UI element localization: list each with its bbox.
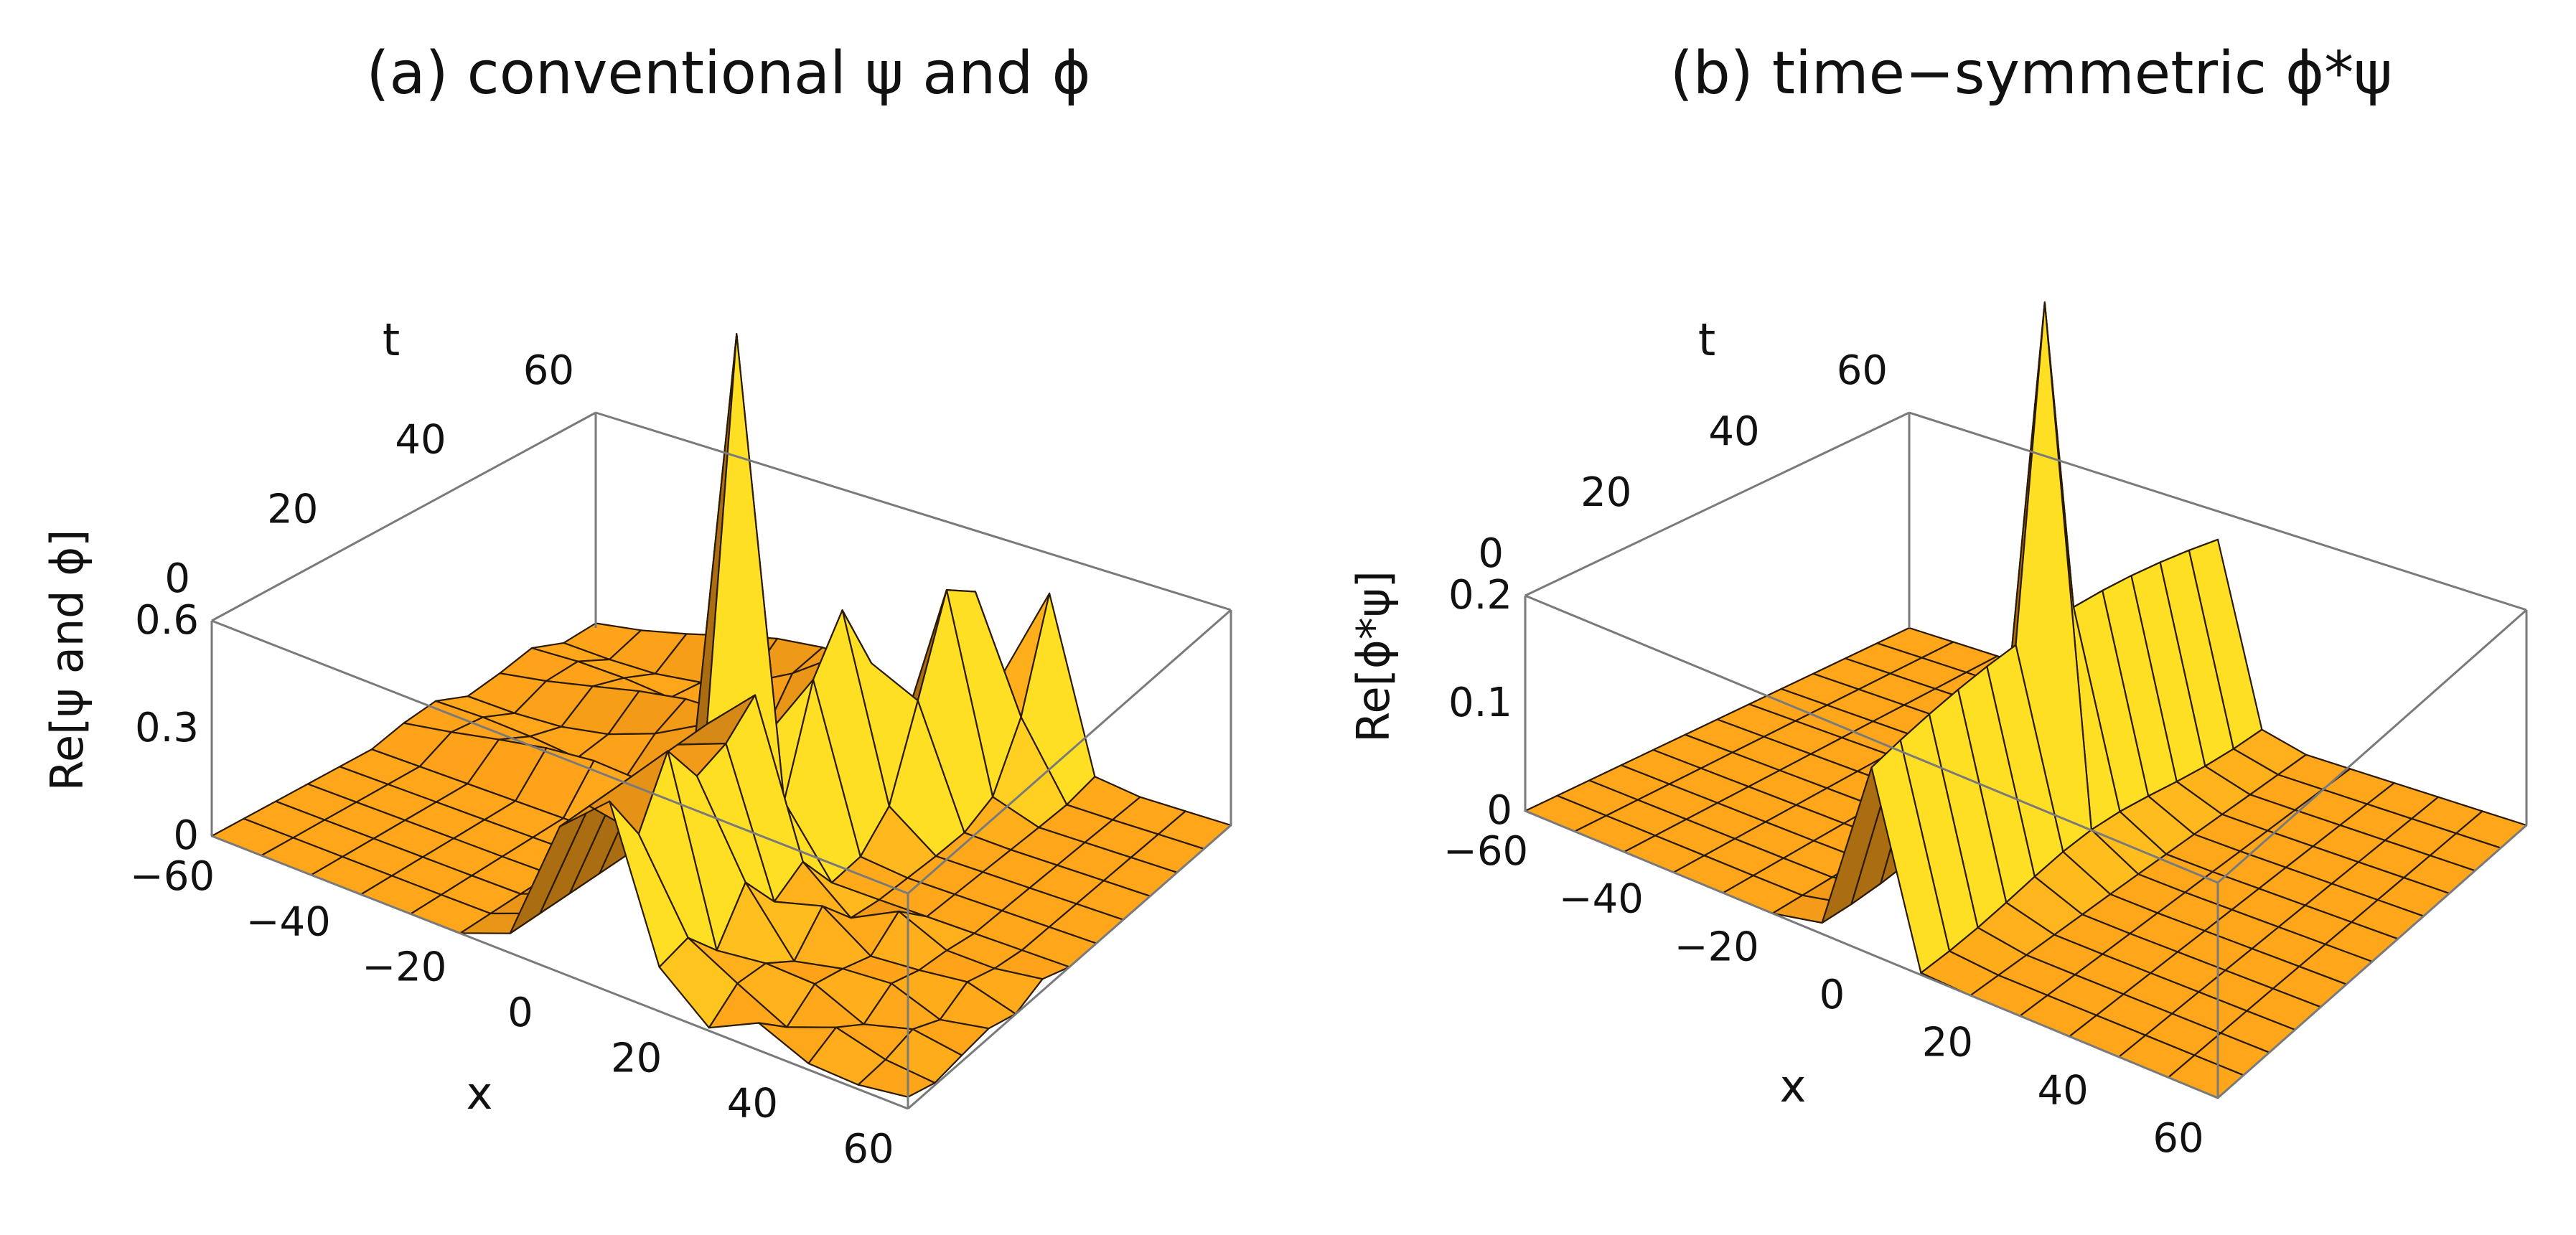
t-tick-label: 20	[267, 486, 318, 532]
x-tick-label: 0	[507, 990, 533, 1036]
box-edge	[907, 609, 1232, 895]
t-tick-label: 60	[523, 347, 574, 394]
box-edge	[1524, 594, 2219, 884]
box-edge	[211, 835, 909, 1110]
box-edge	[2217, 609, 2527, 884]
x-tick-label: 20	[1922, 1020, 1973, 1066]
x-tick-label: 40	[727, 1081, 778, 1127]
box-edge	[1524, 809, 2219, 1099]
panel-b-chart: (b) time−symmetric ϕ*ψ −60 −40 −20 0 20 40 60 0…	[1347, 39, 2528, 1162]
panel-b-x-axis-label: x	[1780, 1060, 1807, 1112]
panel-a-bounding-box	[210, 411, 1232, 1110]
t-tick-label: 0	[1478, 530, 1504, 577]
t-tick-label: 0	[164, 555, 190, 602]
panel-b-bounding-box	[1524, 411, 2528, 1099]
t-tick-label: 40	[1708, 408, 1759, 455]
x-tick-label: 0	[1819, 972, 1845, 1018]
panel-a-title: (a) conventional ψ and ϕ	[366, 39, 1090, 108]
t-tick-label: 60	[1837, 347, 1888, 394]
x-tick-label: −40	[246, 898, 331, 945]
x-tick-label: 20	[611, 1035, 662, 1081]
panel-b-surface	[1524, 301, 2528, 1099]
x-tick-label: 60	[2153, 1115, 2203, 1162]
panel-a-z-axis-label: Re[ψ and ϕ]	[41, 530, 93, 792]
panel-a-surface	[210, 333, 1232, 1098]
x-tick-label: −60	[130, 853, 215, 900]
panel-b-title: (b) time−symmetric ϕ*ψ	[1670, 39, 2393, 108]
z-tick-label: 0.2	[1448, 572, 1512, 619]
box-edge	[595, 411, 1232, 611]
z-tick-label: 0.6	[135, 597, 199, 644]
panel-a-chart: (a) conventional ψ and ϕ −60 −40 −20 0 20 40 6…	[41, 39, 1232, 1173]
x-tick-label: −20	[362, 944, 446, 991]
surface-patch	[857, 1058, 936, 1098]
t-tick-label: 20	[1580, 469, 1631, 516]
z-tick-label: 0.3	[135, 705, 199, 751]
t-tick-label: 40	[395, 417, 446, 464]
z-tick-label: 0	[1486, 787, 1512, 834]
panel-a-ticks: −60 −40 −20 0 20 40 60 0 20 40 60 0 0.3 0.6	[130, 347, 894, 1173]
panel-b-z-axis-label: Re[ϕ*ψ]	[1347, 570, 1400, 743]
x-tick-label: 40	[2038, 1067, 2089, 1114]
box-edge	[2217, 824, 2527, 1099]
box-edge	[211, 619, 909, 895]
x-tick-label: −40	[1559, 876, 1644, 923]
z-tick-label: 0.1	[1448, 680, 1512, 726]
box-edge	[1524, 411, 1910, 597]
box-edge	[211, 411, 596, 622]
x-tick-label: −20	[1675, 924, 1759, 970]
x-tick-label: −60	[1443, 828, 1528, 875]
box-edge	[1908, 411, 2527, 611]
z-tick-label: 0	[173, 812, 199, 859]
panel-a-x-axis-label: x	[467, 1067, 493, 1119]
panel-b-ticks: −60 −40 −20 0 20 40 60 0 20 40 60 0 0.1 0.2	[1443, 347, 2204, 1162]
box-edge	[907, 824, 1232, 1110]
x-tick-label: 60	[843, 1126, 894, 1173]
panel-a-t-axis-label: t	[383, 314, 400, 366]
panel-b-t-axis-label: t	[1698, 314, 1715, 366]
